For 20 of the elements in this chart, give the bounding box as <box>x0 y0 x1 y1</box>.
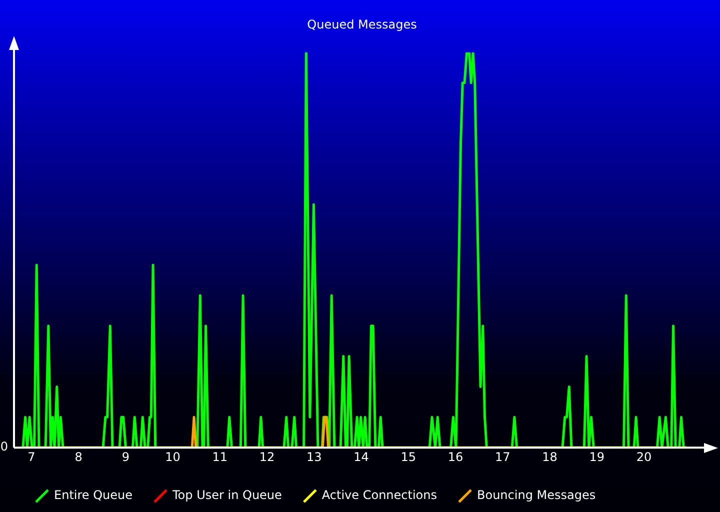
x-tick-label: 20 <box>636 450 652 464</box>
chart-title: Queued Messages <box>307 17 417 32</box>
legend-label: Active Connections <box>322 488 438 502</box>
x-tick-label: 9 <box>122 450 130 464</box>
x-tick-label: 7 <box>28 450 36 464</box>
legend-label: Bouncing Messages <box>477 488 596 502</box>
legend-label: Top User in Queue <box>172 488 282 502</box>
x-tick-label: 18 <box>542 450 558 464</box>
x-tick-label: 16 <box>448 450 464 464</box>
x-tick-label: 11 <box>212 450 228 464</box>
x-tick-label: 15 <box>400 450 416 464</box>
x-tick-label: 17 <box>495 450 510 464</box>
x-tick-label: 8 <box>74 450 82 464</box>
legend-label: Entire Queue <box>54 488 133 502</box>
x-tick-label: 19 <box>589 450 605 464</box>
x-tick-label: 12 <box>259 450 275 464</box>
text: 0 <box>0 440 8 454</box>
x-tick-label: 14 <box>354 450 369 464</box>
x-tick-label: 13 <box>306 450 322 464</box>
x-tick-label: 10 <box>165 450 180 464</box>
